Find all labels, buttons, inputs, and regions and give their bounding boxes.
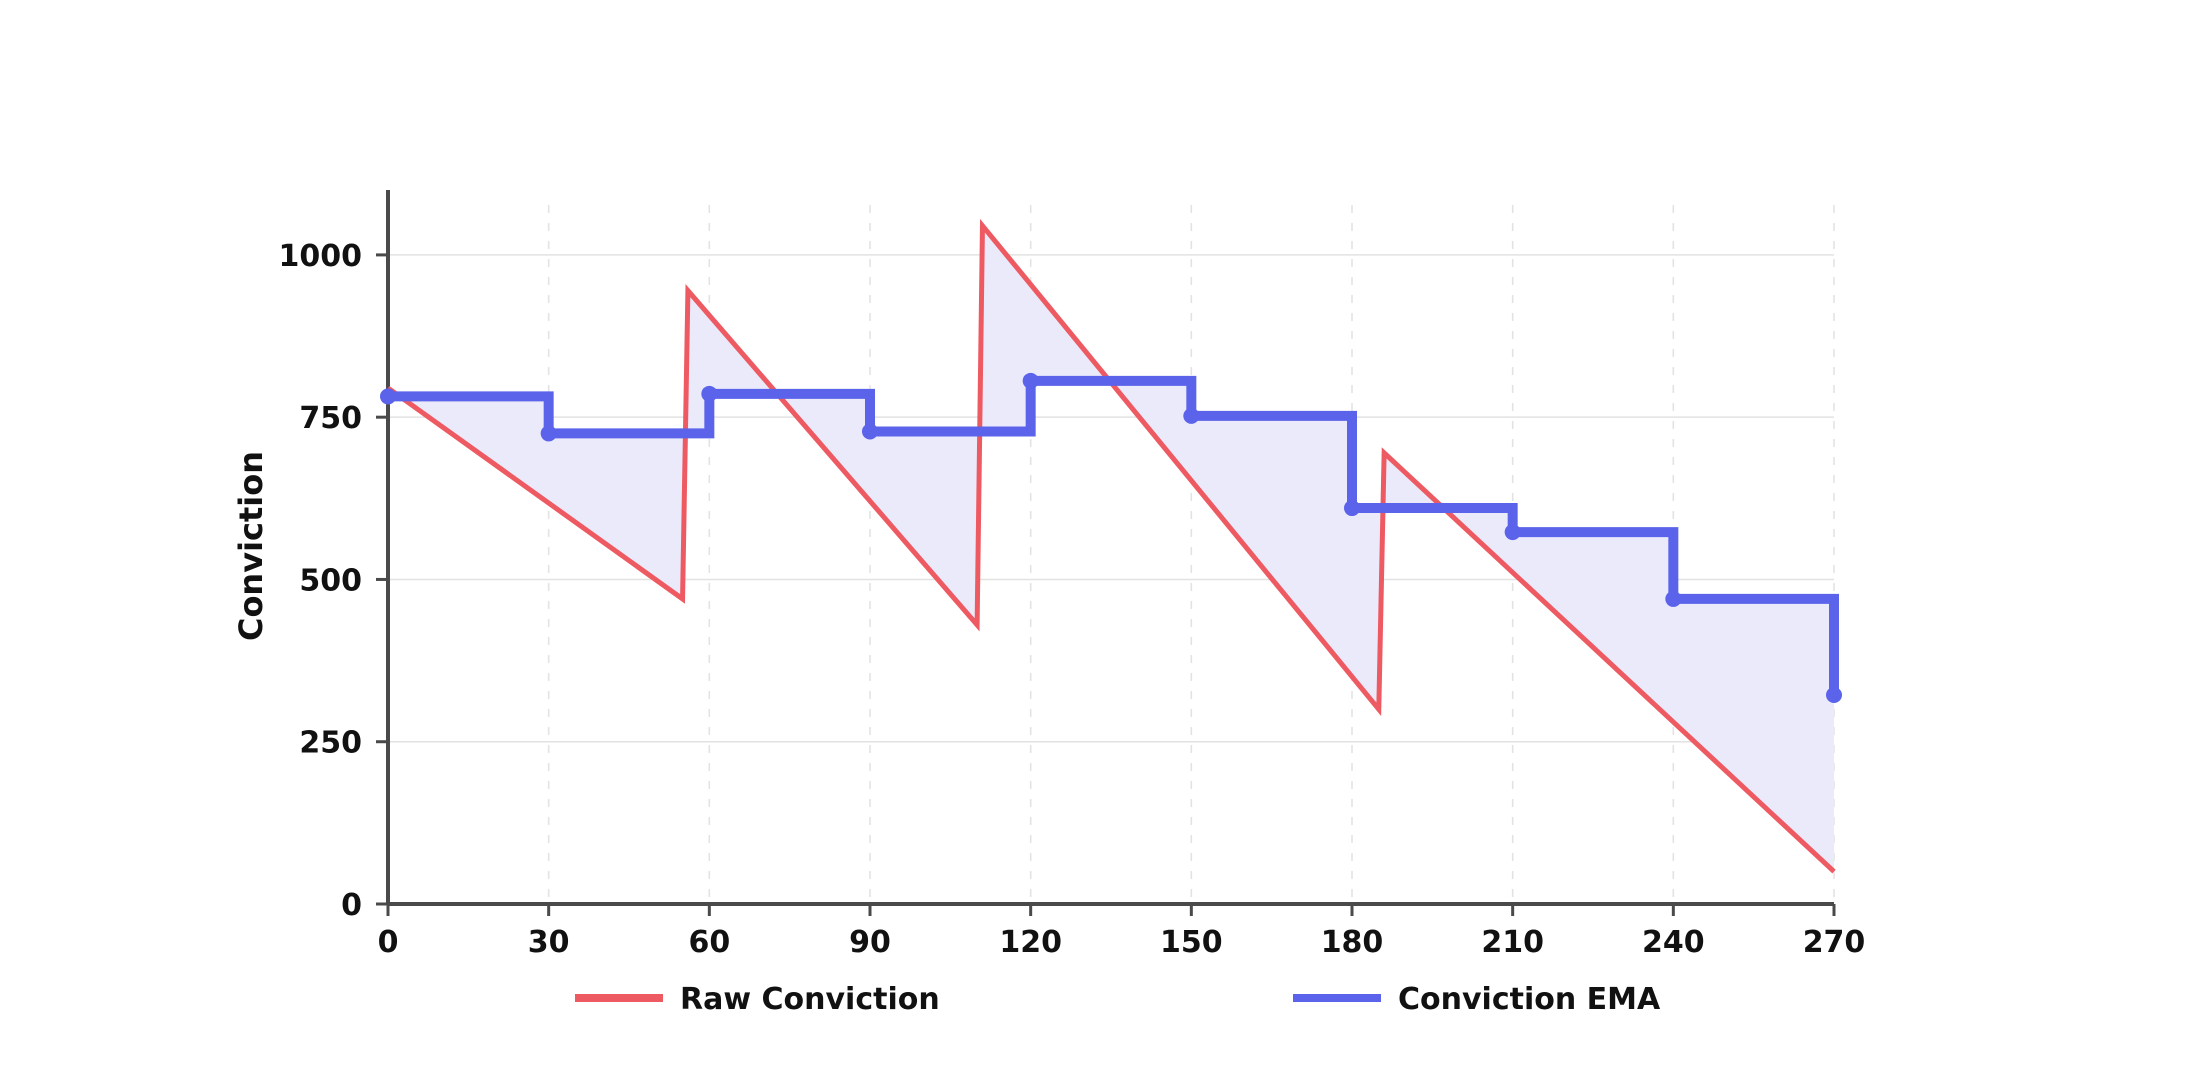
ema-data-point bbox=[1504, 524, 1521, 541]
ema-data-point bbox=[1022, 372, 1039, 389]
x-tick-label: 90 bbox=[849, 925, 891, 960]
y-tick-label: 1000 bbox=[279, 239, 363, 274]
y-tick-label: 750 bbox=[299, 401, 362, 436]
series-gap-fill bbox=[388, 225, 1834, 872]
x-tick-label: 210 bbox=[1481, 925, 1544, 960]
y-tick-label: 250 bbox=[299, 726, 362, 761]
ema-data-point bbox=[380, 388, 396, 405]
legend-label-raw-conviction: Raw Conviction bbox=[680, 982, 940, 1017]
x-tick-label: 60 bbox=[688, 925, 730, 960]
x-tick-label: 0 bbox=[378, 925, 399, 960]
ema-data-point bbox=[1665, 590, 1682, 607]
ema-data-point bbox=[862, 423, 878, 440]
x-tick-label: 240 bbox=[1642, 925, 1705, 960]
y-axis-title: Conviction bbox=[232, 451, 270, 641]
series-line-conviction-ema bbox=[388, 375, 1839, 695]
axis-layer bbox=[386, 190, 1834, 906]
legend: Raw Conviction Conviction EMA bbox=[575, 982, 1661, 1017]
x-tick-label: 30 bbox=[528, 925, 570, 960]
tick-layer: 0 30 60 90 120 150 180 210 240 270 0 250 500 750 1000 bbox=[279, 239, 1866, 960]
x-tick-label: 270 bbox=[1803, 925, 1866, 960]
x-tick-label: 120 bbox=[999, 925, 1062, 960]
legend-label-conviction-ema: Conviction EMA bbox=[1398, 982, 1661, 1017]
fill-layer bbox=[388, 225, 1834, 872]
y-tick-label: 500 bbox=[299, 563, 362, 598]
ema-data-point bbox=[701, 385, 718, 402]
series-layer bbox=[380, 218, 1842, 874]
series-line-raw-conviction bbox=[386, 218, 1836, 874]
y-tick-label: 0 bbox=[341, 888, 362, 923]
ema-data-point bbox=[1344, 500, 1360, 517]
ema-data-point bbox=[1826, 686, 1842, 703]
ema-data-point bbox=[1183, 407, 1200, 424]
ema-data-point bbox=[540, 425, 557, 442]
x-tick-label: 150 bbox=[1160, 925, 1223, 960]
x-tick-label: 180 bbox=[1321, 925, 1384, 960]
